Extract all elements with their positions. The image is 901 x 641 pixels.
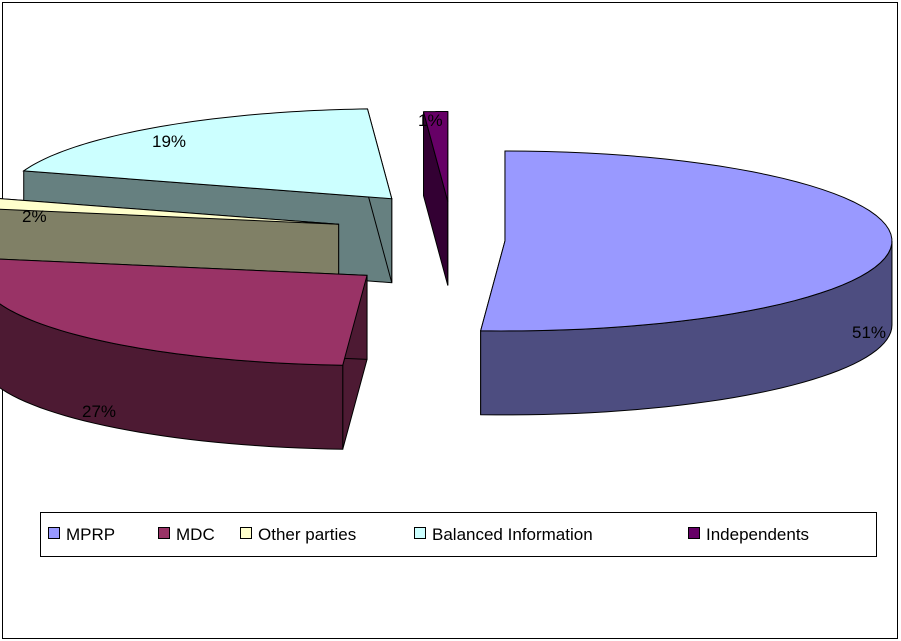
legend: MPRP MDC Other parties Balanced Informat… xyxy=(40,512,877,557)
data-label-balanced-information: 19% xyxy=(152,132,186,151)
legend-swatch-mdc xyxy=(158,527,170,539)
legend-swatch-balanced-information xyxy=(414,527,426,539)
data-label-mprp: 51% xyxy=(852,323,886,342)
legend-label-other-parties: Other parties xyxy=(258,525,356,544)
data-label-mdc: 27% xyxy=(82,402,116,421)
pie-tops xyxy=(0,108,893,366)
slice-balanced-information xyxy=(22,108,393,200)
slice-mprp xyxy=(480,150,893,332)
legend-swatch-mprp xyxy=(48,527,60,539)
legend-label-mdc: MDC xyxy=(176,525,215,544)
legend-label-independents: Independents xyxy=(706,525,809,544)
legend-label-balanced-information: Balanced Information xyxy=(432,525,593,544)
slice-other-parties xyxy=(0,198,339,225)
data-label-independents: 1% xyxy=(418,111,443,130)
slice-mdc xyxy=(0,258,368,366)
legend-swatch-other-parties xyxy=(240,527,252,539)
legend-swatch-independents xyxy=(688,527,700,539)
legend-label-mprp: MPRP xyxy=(66,525,115,544)
slice-independents xyxy=(422,111,449,202)
data-label-other-parties: 2% xyxy=(22,207,47,226)
pie-labels: 1% 19% 2% 51% 27% xyxy=(22,111,886,421)
legend-box xyxy=(40,512,877,557)
